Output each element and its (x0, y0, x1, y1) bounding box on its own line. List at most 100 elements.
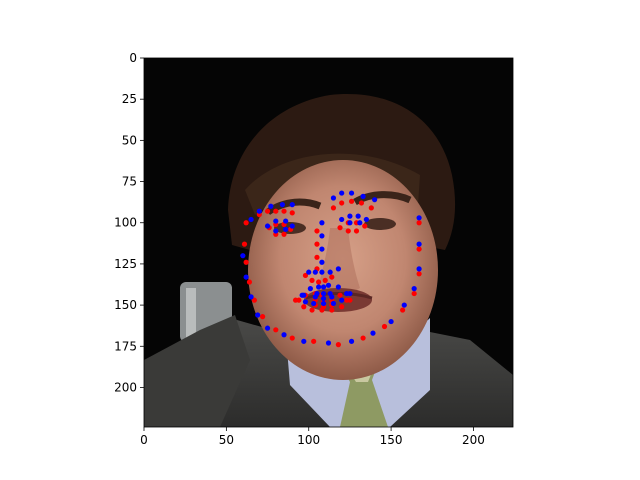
blue-landmark-point (283, 218, 289, 224)
blue-landmark-point (289, 202, 295, 208)
red-landmark-point (368, 205, 374, 211)
blue-landmark-point (240, 253, 246, 259)
blue-landmark-point (301, 338, 307, 344)
red-landmark-point (411, 290, 417, 297)
red-landmark-point (301, 304, 307, 310)
y-tick-label: 25 (122, 92, 137, 106)
blue-landmark-point (348, 190, 355, 196)
blue-landmark-point (264, 223, 271, 229)
x-tick-label: 0 (140, 433, 148, 447)
red-landmark-point (344, 297, 350, 303)
blue-landmark-point (248, 294, 254, 300)
blue-landmark-point (320, 300, 327, 307)
red-landmark-point (345, 228, 351, 234)
y-tick-label: 50 (122, 133, 137, 147)
red-landmark-point (362, 223, 368, 229)
y-tick-label: 200 (114, 380, 137, 394)
red-landmark-point (251, 297, 257, 303)
blue-landmark-point (312, 269, 318, 275)
blue-landmark-point (316, 284, 322, 290)
red-landmark-point (329, 307, 335, 313)
blue-landmark-point (416, 215, 422, 221)
blue-landmark-point (319, 259, 325, 265)
x-tick-label: 50 (219, 433, 234, 447)
blue-landmark-point (327, 269, 333, 275)
blue-landmark-point (401, 302, 407, 308)
red-landmark-point (289, 210, 295, 216)
y-tick-label: 75 (122, 175, 137, 189)
blue-landmark-point (319, 220, 325, 226)
red-landmark-point (246, 279, 253, 285)
red-landmark-point (302, 272, 309, 279)
red-landmark-point (241, 241, 248, 247)
red-landmark-point (358, 200, 365, 206)
red-landmark-point (260, 314, 266, 320)
blue-landmark-point (325, 282, 332, 288)
blue-landmark-point (319, 233, 325, 239)
red-landmark-point (309, 277, 315, 283)
blue-landmark-point (264, 325, 271, 331)
red-landmark-point (289, 335, 295, 341)
blue-landmark-point (339, 297, 345, 303)
blue-landmark-point (243, 274, 249, 280)
x-tick-label: 200 (462, 433, 485, 447)
blue-landmark-point (339, 216, 345, 223)
axes-frame (143, 57, 514, 428)
blue-landmark-point (255, 312, 261, 318)
blue-landmark-point (335, 266, 341, 272)
x-tick-label: 150 (380, 433, 403, 447)
y-tick-label: 100 (114, 216, 137, 230)
blue-landmark-point (372, 197, 378, 203)
x-tick-label: 100 (297, 433, 320, 447)
blue-landmark-point (348, 338, 355, 344)
blue-landmark-point (344, 290, 350, 297)
red-landmark-point (243, 259, 249, 265)
blue-landmark-point (289, 223, 295, 229)
blue-landmark-point (416, 266, 422, 272)
red-landmark-point (330, 205, 337, 211)
blue-landmark-point (416, 241, 422, 247)
red-landmark-point (339, 200, 345, 206)
blue-landmark-point (388, 318, 394, 325)
red-landmark-point (353, 228, 360, 234)
blue-landmark-point (273, 218, 279, 224)
blue-landmark-point (335, 284, 341, 290)
red-landmark-point (314, 254, 320, 260)
red-landmark-point (316, 279, 322, 285)
blue-landmark-point (357, 220, 363, 226)
y-tick-label: 150 (114, 298, 137, 312)
red-landmark-point (314, 228, 320, 234)
red-landmark-point (311, 338, 317, 344)
red-landmark-point (348, 198, 355, 204)
blue-landmark-point (330, 195, 337, 201)
blue-landmark-point (248, 216, 254, 223)
red-landmark-point (416, 220, 422, 226)
blue-landmark-point (302, 299, 309, 305)
blue-landmark-point (355, 213, 361, 219)
blue-landmark-point (268, 203, 274, 209)
y-tick-label: 175 (114, 339, 137, 353)
y-tick-label: 0 (129, 51, 137, 65)
red-landmark-point (264, 208, 271, 214)
face-photo (144, 58, 513, 427)
blue-landmark-point (307, 286, 313, 292)
blue-landmark-point (320, 290, 327, 297)
blue-landmark-point (325, 340, 332, 346)
blue-landmark-point (370, 330, 376, 336)
blue-landmark-point (360, 193, 366, 199)
blue-landmark-point (320, 295, 327, 302)
blue-landmark-point (311, 300, 317, 307)
red-landmark-point (322, 277, 328, 283)
blue-landmark-point (281, 332, 287, 338)
red-landmark-point (281, 231, 287, 237)
blue-landmark-point (283, 226, 289, 232)
blue-landmark-point (329, 294, 335, 300)
red-landmark-point (400, 307, 406, 313)
red-landmark-point (273, 327, 279, 333)
y-tick-label: 125 (114, 257, 137, 271)
red-landmark-point (360, 335, 366, 341)
x-axis: 0 50 100 150 200 (140, 427, 485, 447)
red-landmark-point (296, 297, 302, 303)
red-landmark-point (281, 208, 287, 214)
